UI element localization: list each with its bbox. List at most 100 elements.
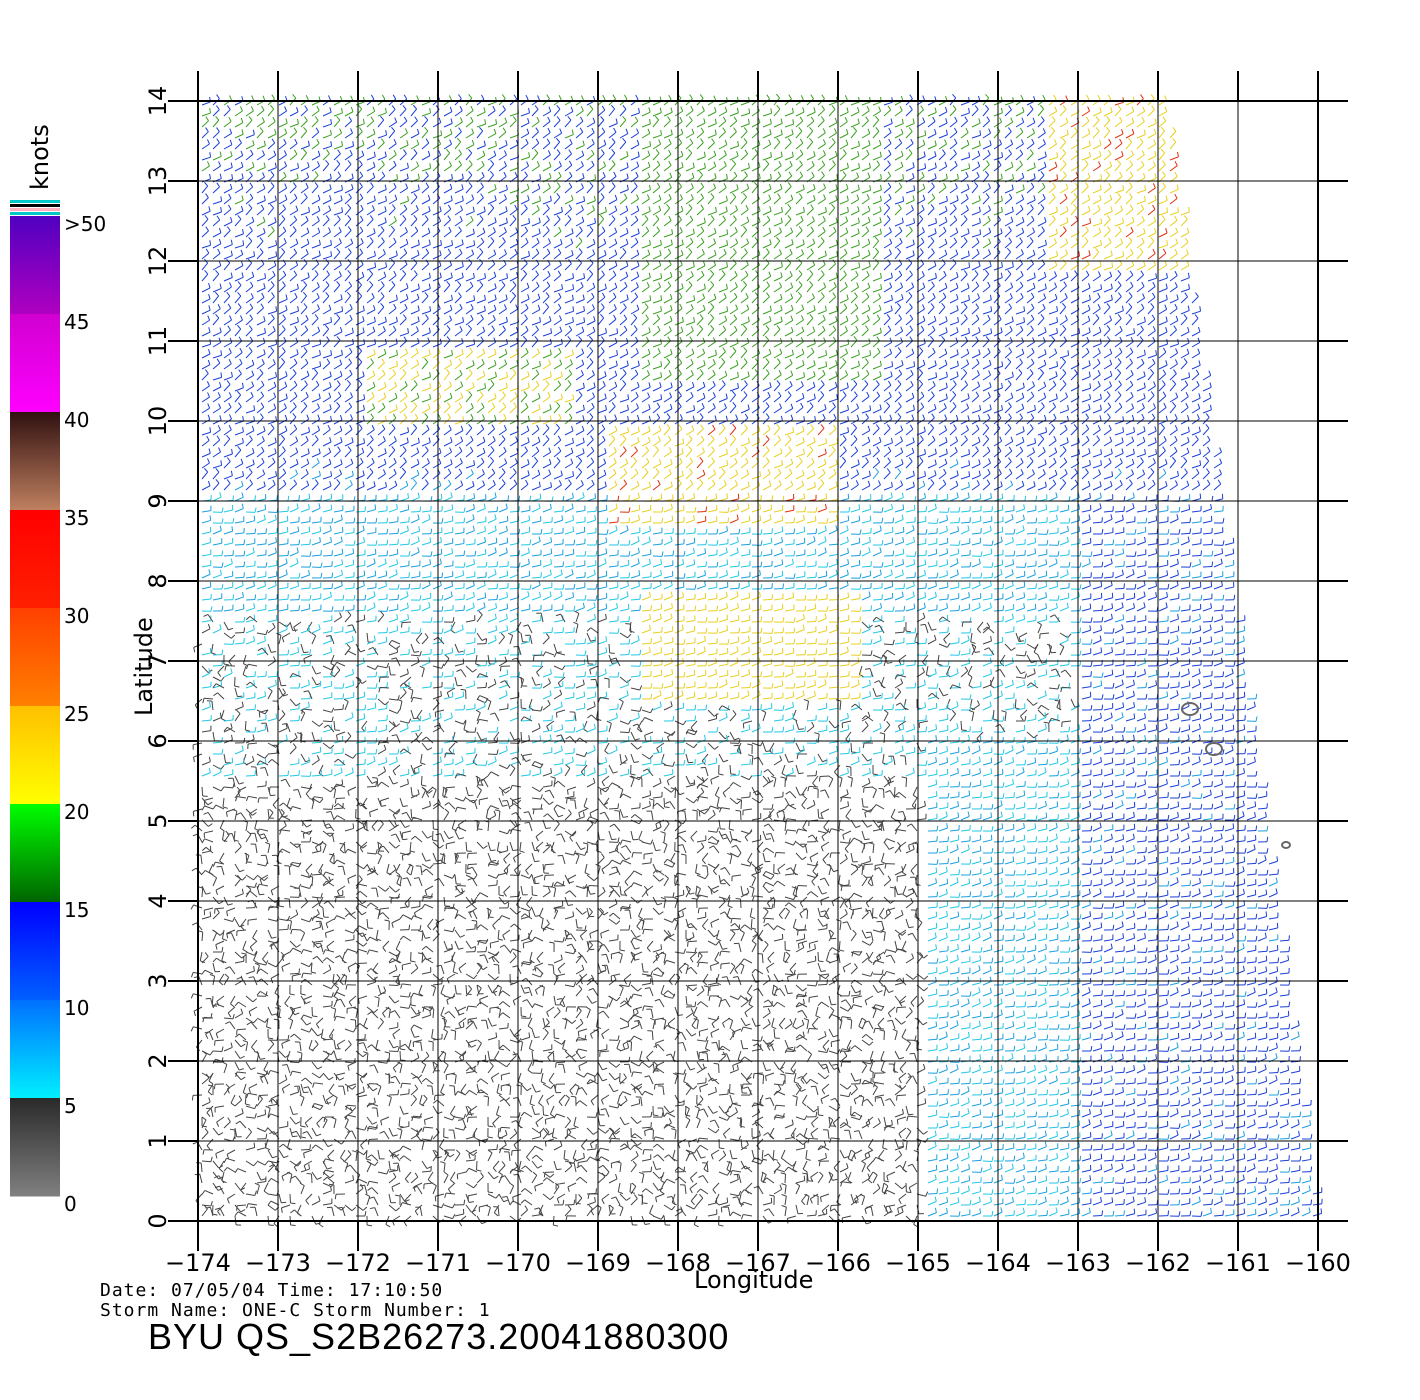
wind-barb-flag [501, 281, 506, 286]
wind-barb [465, 121, 474, 128]
wind-barb-flag [241, 129, 244, 135]
wind-barb-flag [249, 226, 253, 232]
wind-barb [806, 165, 815, 172]
wind-barb-flag [635, 391, 639, 397]
wind-barb-flag [737, 141, 739, 147]
wind-barb [1136, 200, 1146, 205]
wind-barb [498, 387, 508, 392]
wind-barb [366, 331, 376, 337]
wind-barb-flag [461, 173, 464, 179]
wind-barb [399, 340, 407, 348]
wind-barb [388, 299, 398, 304]
wind-barb-flag [690, 391, 694, 397]
wind-barb [762, 133, 772, 139]
wind-barb [476, 352, 485, 359]
wind-barb [498, 165, 507, 172]
wind-barb [806, 309, 816, 315]
wind-barb [399, 132, 408, 139]
wind-barb-flag [701, 270, 705, 276]
wind-barb [575, 299, 585, 304]
wind-barb-flag [822, 325, 826, 331]
wind-barb [938, 296, 947, 304]
wind-barb-flag [271, 138, 276, 144]
wind-barb-flag [900, 150, 904, 157]
wind-barb-flag [690, 304, 694, 309]
wind-barb-flag [902, 196, 905, 202]
wind-barb [1114, 310, 1124, 315]
wind-barb [850, 145, 860, 150]
wind-barb [531, 200, 541, 205]
wind-barb-flag [1078, 328, 1081, 334]
wind-barb [575, 154, 585, 161]
wind-barb [674, 275, 683, 282]
wind-barb-flag [1043, 293, 1047, 299]
wind-barb [278, 132, 287, 139]
wind-barb-flag [215, 269, 220, 275]
wind-barb-flag [780, 151, 783, 157]
wind-barb-flag [825, 350, 828, 356]
wind-barb [1015, 188, 1025, 194]
wind-barb [806, 351, 815, 359]
wind-barb-flag [1089, 218, 1092, 224]
wind-barb [575, 310, 585, 315]
wind-barb [465, 152, 473, 161]
wind-barb-flag [281, 247, 286, 253]
wind-barb-flag [504, 348, 508, 354]
wind-barb [245, 318, 253, 326]
wind-barb-flag [294, 358, 298, 364]
wind-barb-flag [889, 348, 893, 354]
wind-barb [729, 231, 738, 238]
wind-barb [344, 197, 352, 205]
wind-barb-flag [822, 150, 826, 156]
wind-barb-flag [649, 295, 652, 301]
wind-barb [564, 398, 574, 403]
wind-barb [542, 376, 552, 381]
wind-barb-flag [887, 105, 892, 111]
wind-barb [883, 207, 891, 216]
wind-barb-flag [714, 129, 717, 135]
wind-barb [388, 229, 395, 238]
wind-barb [267, 275, 276, 282]
wind-barb [707, 254, 717, 260]
wind-barb-flag [472, 206, 475, 212]
wind-barb [1037, 372, 1045, 381]
wind-barb-flag [594, 218, 596, 224]
wind-barb-flag [568, 160, 573, 166]
wind-barb [938, 275, 947, 282]
wind-barb-flag [888, 193, 892, 199]
wind-barb [949, 394, 957, 403]
wind-barb-flag [1165, 195, 1168, 201]
wind-barb-flag [985, 104, 990, 110]
wind-barb [817, 164, 826, 172]
wind-barb [476, 251, 484, 260]
wind-barb-flag [561, 284, 563, 290]
wind-barb [586, 263, 594, 271]
wind-barb [894, 123, 904, 128]
wind-barb [443, 143, 452, 150]
wind-barb-flag [908, 149, 913, 154]
wind-barb-flag [745, 292, 749, 298]
wind-barb-flag [1019, 160, 1023, 166]
wind-barb [850, 375, 860, 381]
wind-barb [520, 287, 530, 293]
wind-barb-flag [769, 118, 772, 124]
wind-barb [894, 364, 904, 370]
wind-barb-flag [373, 304, 376, 311]
wind-barb [388, 321, 398, 326]
wind-barb [1125, 306, 1133, 315]
wind-barb-flag [251, 271, 255, 277]
wind-barb [322, 262, 330, 271]
wind-barb [597, 274, 605, 282]
wind-barb [542, 230, 550, 238]
wind-barb [1103, 210, 1113, 216]
wind-barb [938, 254, 948, 260]
wind-barb-flag [856, 194, 860, 200]
wind-barb-flag [724, 106, 728, 112]
wind-barb [795, 262, 803, 271]
wind-barb-flag [1130, 248, 1134, 254]
wind-barb-flag [657, 348, 661, 353]
wind-barb [1070, 207, 1078, 216]
wind-barb [718, 361, 726, 370]
wind-barb [575, 387, 585, 392]
wind-barb [685, 340, 693, 348]
